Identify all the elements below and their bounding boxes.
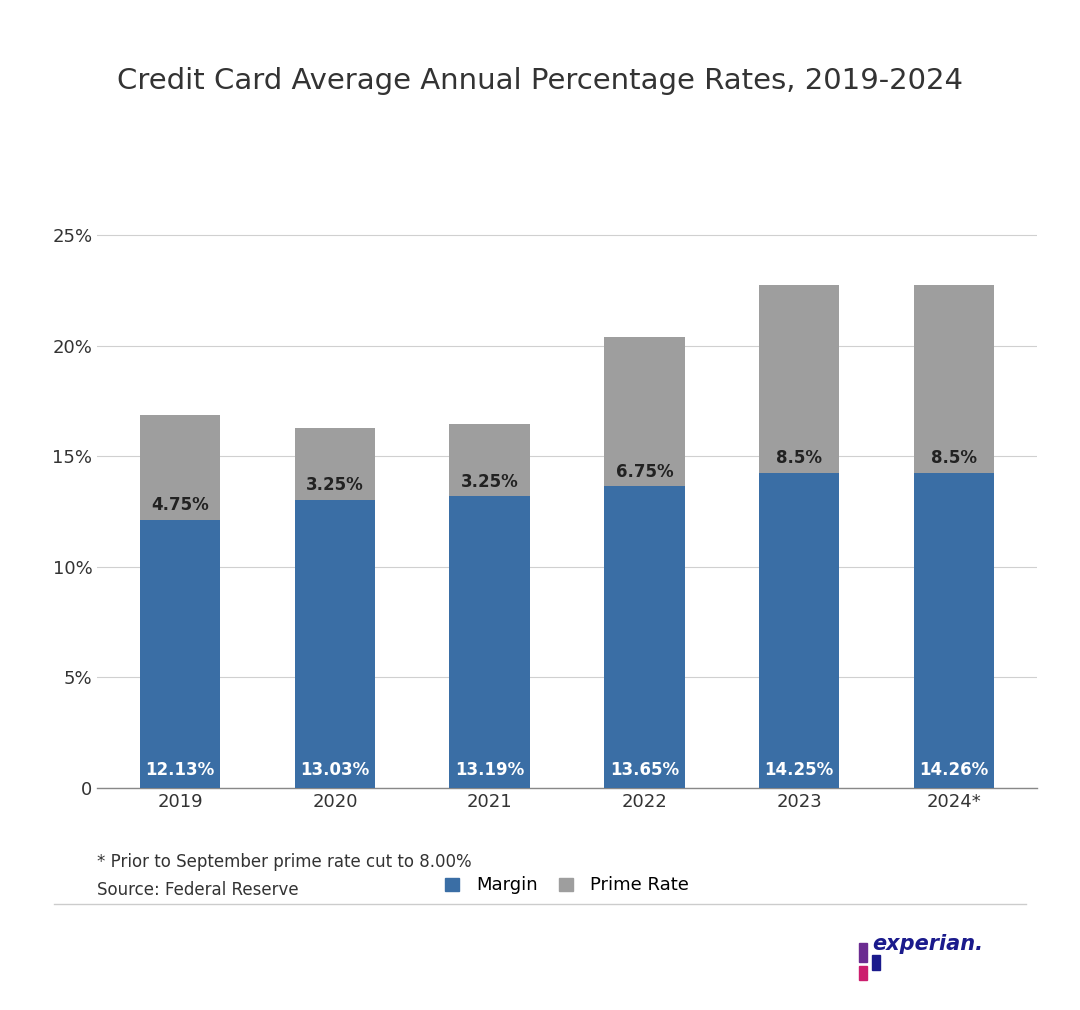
Text: 6.75%: 6.75% [616,463,673,481]
Bar [604,486,685,788]
Bar [759,285,839,473]
Text: 3.25%: 3.25% [306,477,364,494]
Text: 8.5%: 8.5% [931,449,976,467]
Bar [295,428,375,500]
Bar [449,496,530,788]
Bar [140,520,220,788]
Text: Credit Card Average Annual Percentage Rates, 2019-2024: Credit Card Average Annual Percentage Ra… [117,67,963,95]
Legend: Margin, Prime Rate: Margin, Prime Rate [436,868,698,903]
Text: 14.26%: 14.26% [919,761,988,779]
Text: 13.19%: 13.19% [455,761,524,779]
Bar [759,473,839,788]
Text: 8.5%: 8.5% [777,449,822,468]
Text: 4.75%: 4.75% [151,496,210,514]
Text: 13.65%: 13.65% [610,761,679,779]
Bar [449,424,530,496]
Text: Source: Federal Reserve: Source: Federal Reserve [97,881,299,899]
Text: 14.25%: 14.25% [765,761,834,779]
Text: experian.: experian. [872,934,983,954]
Bar [914,285,994,473]
Text: 12.13%: 12.13% [146,761,215,779]
Bar [295,500,375,788]
Bar [914,473,994,788]
Text: * Prior to September prime rate cut to 8.00%: * Prior to September prime rate cut to 8… [97,853,472,872]
Text: 3.25%: 3.25% [461,473,518,491]
Bar [604,337,685,486]
Bar [140,415,220,520]
Text: 13.03%: 13.03% [300,761,369,779]
